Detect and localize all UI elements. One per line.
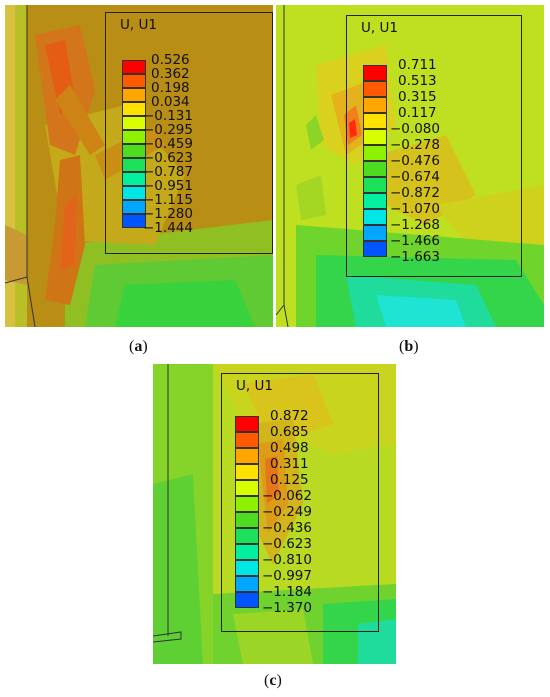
colorbar-value-a: −0.951 [143, 178, 193, 194]
colorbar-value-a: 0.526 [151, 52, 190, 68]
colorbar-value-c: −0.997 [262, 568, 312, 584]
colorbar-value-c: 0.125 [270, 472, 309, 488]
swatch [363, 209, 387, 225]
swatch [363, 161, 387, 177]
colorbar-value-a: −0.787 [143, 164, 193, 180]
colorbar-value-b: 0.315 [398, 89, 437, 105]
legend-title-a: U, U1 [120, 17, 157, 33]
colorbar-value-a: −1.280 [143, 206, 193, 222]
swatch [363, 65, 387, 81]
swatch [235, 448, 259, 464]
colorbar-value-c: −0.436 [262, 520, 312, 536]
caption-letter-a: a [134, 338, 143, 355]
colorbar-value-c: −0.810 [262, 552, 312, 568]
swatch [122, 130, 146, 144]
swatch [235, 432, 259, 448]
swatch [363, 129, 387, 145]
colorbar-value-a: 0.362 [151, 66, 190, 82]
colorbar-value-c: −1.184 [262, 584, 312, 600]
colorbar-value-b: −0.476 [390, 153, 440, 169]
swatch [363, 225, 387, 241]
colorbar-value-b: −0.278 [390, 137, 440, 153]
colorbar-value-b: −1.663 [390, 249, 440, 265]
caption-letter-c: c [269, 672, 277, 689]
colorbar-value-c: −0.249 [262, 504, 312, 520]
panel-b: U, U1 0.711 0.513 0.315 0.117 −0.080 −0.… [276, 5, 544, 327]
swatch [363, 113, 387, 129]
swatch [235, 416, 259, 432]
legend-title-c: U, U1 [236, 378, 273, 394]
colorbar-value-a: 0.198 [151, 80, 190, 96]
swatch [363, 241, 387, 257]
caption-b: (b) [399, 338, 419, 355]
colorbar-value-c: −0.062 [262, 488, 312, 504]
swatch [235, 480, 259, 496]
swatch [122, 60, 146, 74]
colorbar-value-a: −1.444 [143, 220, 193, 236]
swatch [363, 193, 387, 209]
colorbar-value-a: −0.459 [143, 136, 193, 152]
swatch [235, 560, 259, 576]
swatch [363, 97, 387, 113]
swatch [235, 576, 259, 592]
swatch [235, 464, 259, 480]
colorbar-value-b: 0.513 [398, 73, 437, 89]
legend-frame-b: U, U1 [346, 15, 522, 277]
swatch [122, 172, 146, 186]
colorbar-value-a: −0.131 [143, 108, 193, 124]
swatch [122, 88, 146, 102]
swatch [122, 214, 146, 228]
colorbar-value-b: 0.711 [398, 57, 437, 73]
colorbar-value-c: −0.623 [262, 536, 312, 552]
colorbar-value-c: 0.872 [270, 408, 309, 424]
caption-letter-b: b [404, 338, 414, 355]
swatch [122, 200, 146, 214]
swatch [122, 102, 146, 116]
swatch [235, 544, 259, 560]
colorbar-value-c: 0.311 [270, 456, 309, 472]
caption-a: (a) [129, 338, 148, 355]
colorbar-value-b: −1.466 [390, 233, 440, 249]
legend-frame-c: U, U1 [221, 373, 379, 632]
colorbar-value-a: −0.295 [143, 122, 193, 138]
colorbar-value-a: −1.115 [143, 192, 193, 208]
swatch [363, 81, 387, 97]
colorbar-value-a: 0.034 [151, 94, 190, 110]
swatch [235, 592, 259, 608]
colorbar-value-c: 0.498 [270, 440, 309, 456]
colorbar-value-b: −1.070 [390, 201, 440, 217]
swatch [122, 74, 146, 88]
colorbar-value-c: 0.685 [270, 424, 309, 440]
colorbar-value-b: −1.268 [390, 217, 440, 233]
colorbar-value-b: −0.674 [390, 169, 440, 185]
legend-frame-a: U, U1 [105, 12, 273, 254]
swatch [122, 116, 146, 130]
swatch [363, 145, 387, 161]
colorbar-value-b: −0.872 [390, 185, 440, 201]
colorbar-value-a: −0.623 [143, 150, 193, 166]
colorbar-value-c: −1.370 [262, 600, 312, 616]
contour-field-a [5, 5, 273, 327]
legend-title-b: U, U1 [361, 20, 398, 36]
colorbar-value-b: −0.080 [390, 121, 440, 137]
swatch [235, 512, 259, 528]
colorbar-value-b: 0.117 [398, 105, 437, 121]
swatch [122, 158, 146, 172]
swatch [122, 144, 146, 158]
swatch [235, 496, 259, 512]
swatch [122, 186, 146, 200]
panel-c: U, U1 0.872 0.685 0.498 0.311 0.125 −0.0… [153, 364, 396, 664]
swatch [363, 177, 387, 193]
swatch [235, 528, 259, 544]
panel-a: U, U1 0.526 0.362 0.198 0.034 −0.131 −0.… [5, 5, 273, 327]
caption-c: (c) [264, 672, 282, 689]
